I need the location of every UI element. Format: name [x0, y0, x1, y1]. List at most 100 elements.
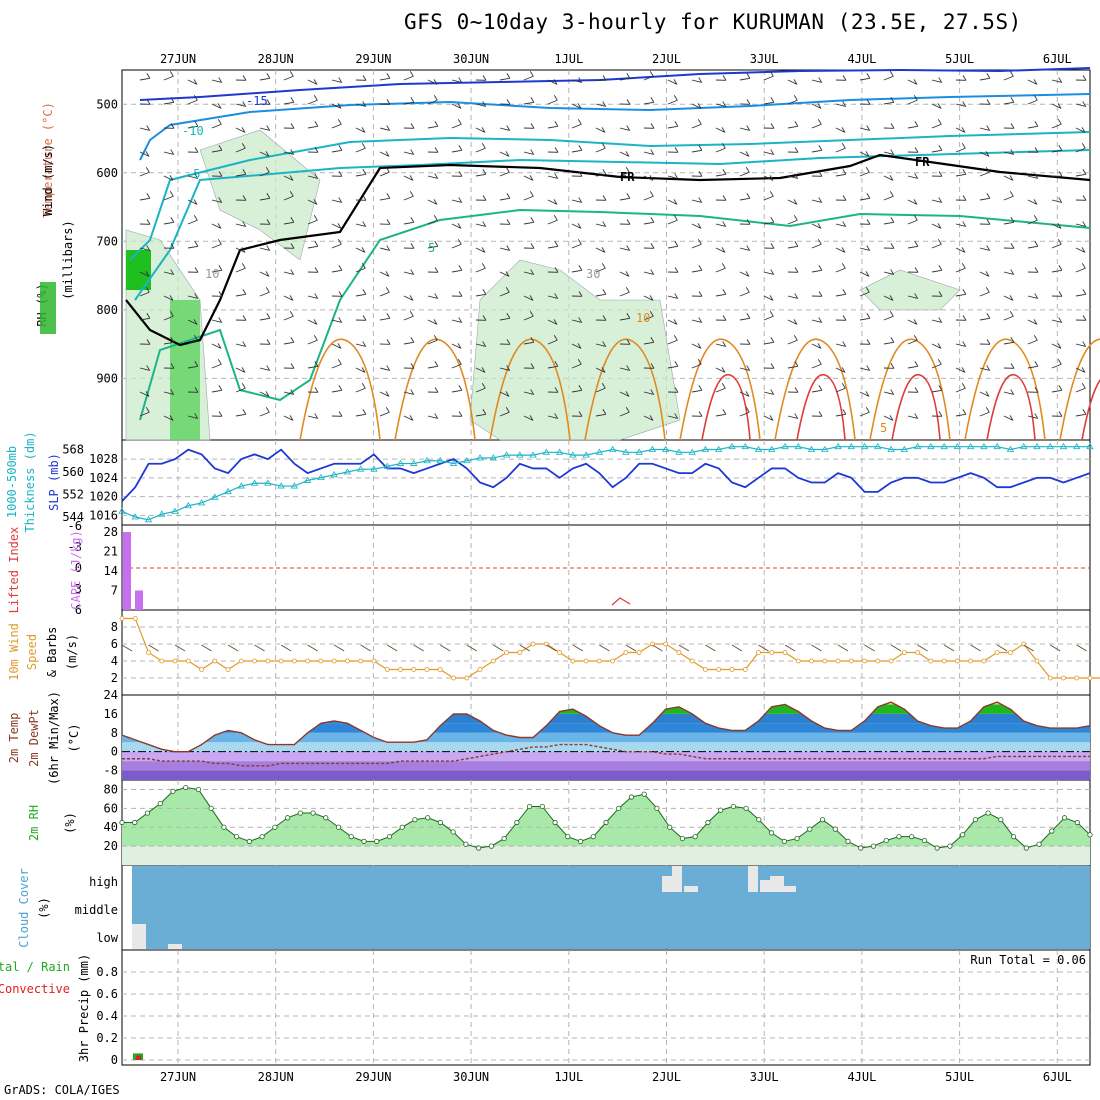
wind-barb — [955, 267, 966, 273]
wind-barb — [217, 359, 222, 365]
wind-barb — [1003, 341, 1014, 345]
wind-barb — [307, 319, 318, 325]
wind-barb — [217, 119, 222, 125]
wind-barb — [619, 197, 630, 201]
wind-barb — [217, 103, 222, 109]
wind-barb — [937, 103, 942, 109]
wind-barb — [289, 71, 294, 77]
wind-barb — [739, 367, 750, 371]
date-label-top: 2JUL — [652, 52, 681, 66]
wind-barb — [883, 391, 894, 395]
wind-barb — [913, 95, 918, 101]
wind-barb — [793, 335, 798, 341]
precip-tick: 0.2 — [96, 1031, 118, 1045]
wind-barb — [242, 409, 247, 415]
wind-barb — [811, 389, 822, 393]
wind-speed-point — [384, 667, 390, 672]
wind-barb — [554, 413, 559, 419]
wind-barb — [227, 644, 239, 652]
wind-barb — [482, 221, 487, 227]
wind-barb — [1027, 415, 1038, 419]
thickness-point — [1046, 442, 1054, 450]
wind-barb — [602, 169, 607, 175]
thickness-point — [807, 445, 816, 452]
rh-point — [183, 784, 189, 791]
wind-barb — [770, 123, 775, 129]
wind-speed-point — [345, 658, 350, 664]
wind-barb — [523, 195, 534, 201]
wind-barb — [554, 147, 559, 153]
wind-barb — [217, 239, 222, 245]
wind-speed-point — [716, 667, 722, 672]
wind-barb — [985, 271, 990, 277]
date-label-top: 29JUN — [355, 52, 391, 66]
date-label-top: 30JUN — [453, 52, 489, 66]
wind-barb — [361, 247, 366, 253]
wind-barb — [619, 151, 630, 157]
li-tick: 0 — [75, 561, 82, 575]
wind-barb — [745, 271, 750, 277]
wind-barb — [266, 219, 271, 225]
wind-barb — [170, 337, 175, 343]
freezing-label: FR — [620, 170, 635, 184]
wind-barb — [1082, 315, 1087, 321]
wind-barb — [667, 125, 678, 129]
wind-barb — [763, 75, 774, 81]
wind-barb — [427, 219, 438, 225]
wind-barb — [599, 644, 610, 652]
temp-band — [122, 704, 1090, 714]
wind-speed-point — [172, 658, 178, 664]
thickness-point — [144, 516, 153, 523]
wind-barb — [961, 143, 966, 149]
wind-barb — [722, 409, 727, 415]
wind-barb — [769, 295, 774, 301]
wind-speed-point — [331, 658, 337, 664]
wind-barb — [715, 103, 726, 107]
date-label-top: 1JUL — [554, 52, 583, 66]
thickness-point — [754, 445, 763, 452]
wind-barb — [883, 271, 894, 275]
wind-barb — [763, 271, 774, 275]
pressure-tick: 500 — [96, 97, 118, 111]
wind-barb — [505, 167, 510, 173]
cloud-cover-bg — [132, 866, 1090, 949]
contour-label: -5 — [186, 167, 200, 181]
wind-barb — [643, 271, 654, 275]
wind-barb — [722, 315, 727, 321]
wind-speed-point — [278, 658, 284, 664]
wind-barb — [242, 195, 247, 201]
wind-barb — [721, 127, 726, 133]
wind-barb — [139, 127, 150, 131]
wind-speed-point — [862, 658, 867, 664]
wind-barb — [835, 387, 846, 393]
wind-barb — [145, 287, 150, 293]
wind-barb — [218, 291, 223, 297]
wind-barb — [385, 391, 390, 397]
wind-speed-point — [199, 667, 204, 672]
wind-barb — [931, 123, 942, 129]
cloud-bar — [684, 886, 698, 892]
wind-barb — [283, 101, 294, 105]
wind-barb — [643, 151, 654, 155]
wind-barb — [842, 195, 847, 201]
wind-barb — [337, 343, 342, 349]
rh-point — [1087, 832, 1093, 838]
wind-barb — [818, 411, 823, 417]
temperature-contour — [869, 338, 951, 441]
rh-point — [654, 805, 660, 811]
wind-barb — [481, 247, 486, 253]
rh-point — [807, 826, 813, 832]
wind-barb — [578, 197, 583, 203]
contour-label: 10 — [636, 311, 650, 325]
wind-barb — [194, 413, 199, 419]
wind-barb — [722, 221, 727, 227]
wind-barb — [835, 103, 846, 107]
wind-barb — [427, 339, 438, 345]
wind-barb — [835, 247, 846, 253]
wind-barb — [553, 335, 558, 341]
wind-barb — [362, 289, 367, 295]
wind-barb — [217, 223, 222, 229]
wind-barb — [643, 221, 654, 225]
thickness-point — [1059, 442, 1068, 450]
cape-tick: 28 — [104, 525, 118, 539]
